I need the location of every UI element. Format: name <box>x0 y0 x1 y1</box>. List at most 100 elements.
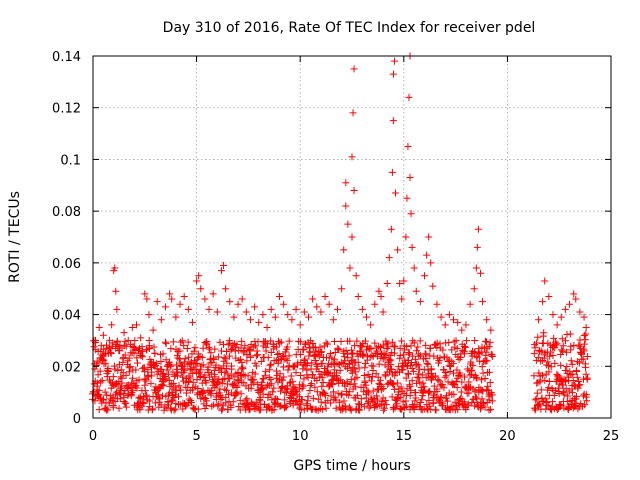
data-point <box>486 405 494 413</box>
data-point <box>259 311 267 319</box>
data-point <box>346 337 354 345</box>
data-point <box>195 370 203 378</box>
data-point <box>151 399 159 407</box>
data-point <box>252 398 260 406</box>
data-point <box>304 313 312 321</box>
data-point <box>225 375 233 383</box>
data-point <box>534 333 542 341</box>
data-point <box>207 349 215 357</box>
data-point <box>95 391 103 399</box>
data-point <box>531 344 539 352</box>
data-point <box>194 385 202 393</box>
data-point <box>122 399 130 407</box>
data-point <box>408 377 416 385</box>
data-point <box>173 365 181 373</box>
data-point <box>551 344 559 352</box>
data-point <box>233 341 241 349</box>
data-point <box>165 376 173 384</box>
data-point <box>349 364 357 372</box>
data-point <box>368 372 376 380</box>
data-point <box>297 338 305 346</box>
data-point <box>321 391 329 399</box>
data-point <box>278 383 286 391</box>
data-point <box>258 385 266 393</box>
data-point <box>304 373 312 381</box>
data-point <box>90 343 98 351</box>
data-point <box>101 405 109 413</box>
data-point <box>230 313 238 321</box>
data-point <box>143 391 151 399</box>
data-point <box>346 405 354 413</box>
data-point <box>282 403 290 411</box>
data-point <box>319 405 327 413</box>
data-point <box>283 357 291 365</box>
data-point <box>338 403 346 411</box>
data-point <box>472 393 480 401</box>
data-point <box>353 391 361 399</box>
data-point <box>137 351 145 359</box>
data-point <box>344 220 352 228</box>
data-point <box>327 392 335 400</box>
data-point <box>412 287 420 295</box>
data-point <box>105 376 113 384</box>
data-point <box>273 343 281 351</box>
data-point <box>207 389 215 397</box>
data-point <box>227 346 235 354</box>
data-point <box>417 383 425 391</box>
data-point <box>471 336 479 344</box>
data-point <box>128 324 136 331</box>
data-point <box>196 373 204 381</box>
data-point <box>576 381 584 389</box>
data-point <box>281 389 289 397</box>
data-point <box>416 352 424 360</box>
data-point <box>213 308 221 316</box>
data-point <box>401 356 409 364</box>
data-point <box>381 353 389 361</box>
data-point <box>411 397 419 405</box>
data-point <box>358 305 366 313</box>
data-point <box>572 295 580 303</box>
data-point <box>393 400 401 408</box>
data-point <box>530 372 538 380</box>
data-point <box>157 401 165 409</box>
data-point <box>290 363 298 371</box>
data-point <box>296 321 304 329</box>
data-point <box>390 342 398 350</box>
data-point <box>367 321 375 329</box>
data-point <box>303 404 311 412</box>
data-point <box>533 389 541 397</box>
data-point <box>315 352 323 360</box>
data-point <box>221 385 229 393</box>
data-point <box>542 395 550 403</box>
data-point <box>223 347 231 355</box>
data-point <box>474 225 482 233</box>
data-point <box>387 225 395 233</box>
data-point <box>463 337 471 345</box>
data-point <box>116 342 124 350</box>
data-point <box>485 406 493 414</box>
data-point <box>545 401 553 409</box>
data-point <box>222 393 230 401</box>
data-point <box>179 373 187 381</box>
data-point <box>478 395 486 403</box>
data-point <box>335 346 343 354</box>
data-point <box>238 359 246 367</box>
data-point <box>539 298 547 306</box>
data-point <box>407 210 415 218</box>
data-point <box>209 290 217 298</box>
data-point <box>319 378 327 386</box>
data-point <box>142 377 150 385</box>
data-point <box>90 388 98 396</box>
data-point <box>280 373 288 381</box>
data-point <box>107 348 114 356</box>
data-point <box>579 345 587 353</box>
data-point <box>114 367 122 375</box>
data-point <box>177 386 185 394</box>
data-point <box>357 395 365 403</box>
data-point <box>286 379 294 387</box>
data-point <box>171 405 179 413</box>
data-point <box>365 373 373 381</box>
data-point <box>185 353 193 361</box>
data-point <box>251 370 259 378</box>
data-point <box>238 295 246 303</box>
